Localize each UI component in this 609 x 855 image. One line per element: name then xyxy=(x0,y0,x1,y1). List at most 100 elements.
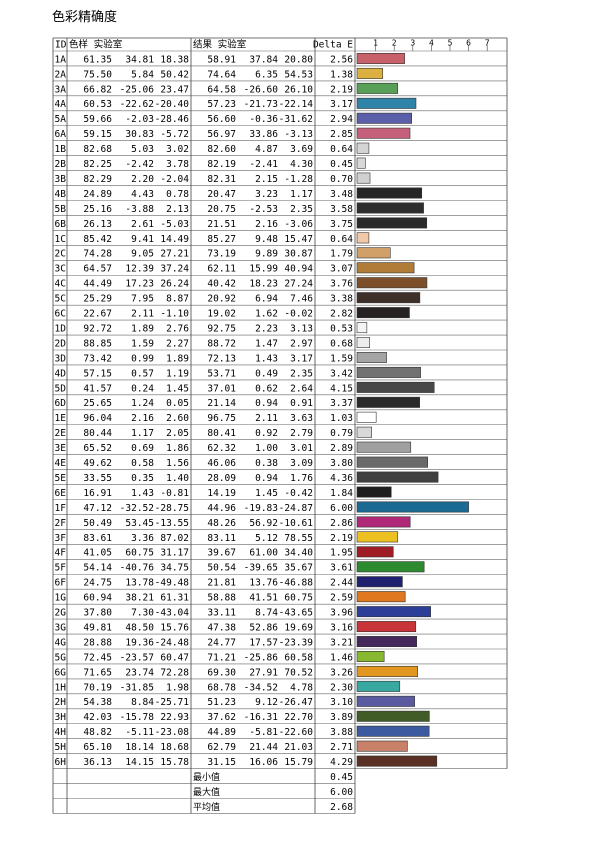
sample-lab-value: 27.21 xyxy=(160,249,189,260)
sample-lab-value: 60.94 xyxy=(83,593,112,604)
sample-lab-value: 0.58 xyxy=(131,458,154,469)
delta-e-bar xyxy=(356,307,410,319)
delta-e-bar xyxy=(356,337,370,349)
patch-id: 4E xyxy=(55,458,67,469)
result-lab-value: 0.38 xyxy=(255,458,278,469)
result-lab-value: -46.88 xyxy=(279,578,314,589)
result-lab-value: 62.32 xyxy=(207,443,236,454)
result-lab-value: -0.36 xyxy=(249,114,278,125)
result-lab-value: 9.89 xyxy=(255,249,278,260)
sample-lab-value: 61.31 xyxy=(160,593,189,604)
sample-lab-value: -5.03 xyxy=(160,219,189,230)
sample-lab-value: 44.49 xyxy=(83,279,112,290)
sample-lab-value: 34.81 xyxy=(125,54,154,65)
delta-e-value: 3.75 xyxy=(330,219,353,230)
sample-lab-value: 25.65 xyxy=(83,398,112,409)
patch-id: 5A xyxy=(55,114,67,125)
sample-lab-value: 64.57 xyxy=(83,264,112,275)
patch-id: 6A xyxy=(55,129,67,140)
sample-lab-value: 2.11 xyxy=(131,309,154,320)
sample-lab-value: 70.19 xyxy=(83,682,112,693)
axis-tick-label: 2 xyxy=(392,39,397,48)
sample-lab-value: 2.61 xyxy=(131,219,154,230)
sample-lab-value: 9.05 xyxy=(131,249,154,260)
sample-lab-value: -25.71 xyxy=(155,697,190,708)
delta-e-value: 0.64 xyxy=(330,144,353,155)
sample-lab-value: -2.03 xyxy=(125,114,154,125)
result-lab-value: 1.76 xyxy=(290,473,313,484)
sample-lab-value: 42.03 xyxy=(83,712,112,723)
delta-e-value: 2.89 xyxy=(330,443,353,454)
result-lab-value: 16.06 xyxy=(249,757,278,768)
sample-lab-value: 72.45 xyxy=(83,652,112,663)
delta-e-bar xyxy=(356,665,418,677)
result-lab-value: 34.40 xyxy=(284,548,313,559)
delta-e-bar xyxy=(356,67,383,79)
sample-lab-value: -2.04 xyxy=(160,174,189,185)
result-lab-value: 62.79 xyxy=(207,742,236,753)
delta-e-value: 3.80 xyxy=(330,458,353,469)
sample-lab-value: 41.05 xyxy=(83,548,112,559)
header-sample-lab: 色样 实验室 xyxy=(69,39,122,51)
sample-lab-value: 75.50 xyxy=(83,69,112,80)
patch-id: 2D xyxy=(55,338,67,349)
patch-id: 2C xyxy=(55,249,66,260)
result-lab-value: -26.60 xyxy=(244,84,279,95)
patch-id: 3F xyxy=(55,533,67,544)
result-lab-value: 74.64 xyxy=(207,69,236,80)
delta-e-bar xyxy=(356,187,423,199)
result-lab-value: -22.60 xyxy=(279,727,314,738)
sample-lab-value: 0.99 xyxy=(131,353,154,364)
result-lab-value: 13.76 xyxy=(249,578,278,589)
delta-e-bar xyxy=(356,516,411,528)
sample-lab-value: 0.57 xyxy=(131,368,154,379)
sample-lab-value: 72.28 xyxy=(160,667,189,678)
result-lab-value: 4.78 xyxy=(290,682,313,693)
result-lab-value: 58.88 xyxy=(207,593,236,604)
patch-id: 6E xyxy=(55,488,67,499)
result-lab-value: 46.06 xyxy=(207,458,236,469)
patch-id: 5B xyxy=(55,204,67,215)
sample-lab-value: 37.24 xyxy=(160,264,189,275)
result-lab-value: 24.77 xyxy=(207,637,236,648)
result-lab-value: 53.71 xyxy=(207,368,236,379)
sample-lab-value: 66.82 xyxy=(83,84,112,95)
result-lab-value: 5.12 xyxy=(255,533,278,544)
result-lab-value: 3.13 xyxy=(290,323,313,334)
sample-lab-value: 25.16 xyxy=(83,204,112,215)
sample-lab-value: 1.59 xyxy=(131,338,154,349)
result-lab-value: 3.01 xyxy=(290,443,313,454)
sample-lab-value: -2.42 xyxy=(125,159,154,170)
result-lab-value: 44.96 xyxy=(207,503,236,514)
result-lab-value: 52.86 xyxy=(249,622,278,633)
sample-lab-value: 8.84 xyxy=(131,697,154,708)
result-lab-value: 2.16 xyxy=(255,219,278,230)
result-lab-value: 31.15 xyxy=(207,757,236,768)
result-lab-value: -19.83 xyxy=(244,503,278,514)
sample-lab-value: 26.24 xyxy=(160,279,189,290)
result-lab-value: 44.89 xyxy=(207,727,236,738)
result-lab-value: 3.17 xyxy=(290,353,313,364)
sample-lab-value: 16.91 xyxy=(83,488,112,499)
delta-e-value: 4.36 xyxy=(330,473,353,484)
sample-lab-value: 14.15 xyxy=(125,757,154,768)
result-lab-value: 83.11 xyxy=(207,533,236,544)
patch-id: 2G xyxy=(55,608,67,619)
result-lab-value: 35.67 xyxy=(284,563,313,574)
delta-e-value: 2.19 xyxy=(330,84,353,95)
patch-id: 4H xyxy=(55,727,67,738)
delta-e-value: 1.79 xyxy=(330,249,353,260)
sample-lab-value: 18.14 xyxy=(125,742,154,753)
sample-lab-value: 57.15 xyxy=(83,368,112,379)
result-lab-value: 21.14 xyxy=(207,398,236,409)
result-lab-value: 6.94 xyxy=(255,294,278,305)
patch-id: 1A xyxy=(55,54,67,65)
result-lab-value: 69.30 xyxy=(207,667,236,678)
result-lab-value: 7.46 xyxy=(290,294,313,305)
sample-lab-value: -32.52 xyxy=(120,503,154,514)
sample-lab-value: 2.13 xyxy=(166,204,189,215)
patch-id: 2H xyxy=(55,697,67,708)
result-lab-value: 51.23 xyxy=(207,697,236,708)
result-lab-value: 3.23 xyxy=(255,189,278,200)
sample-lab-value: -20.40 xyxy=(155,99,190,110)
